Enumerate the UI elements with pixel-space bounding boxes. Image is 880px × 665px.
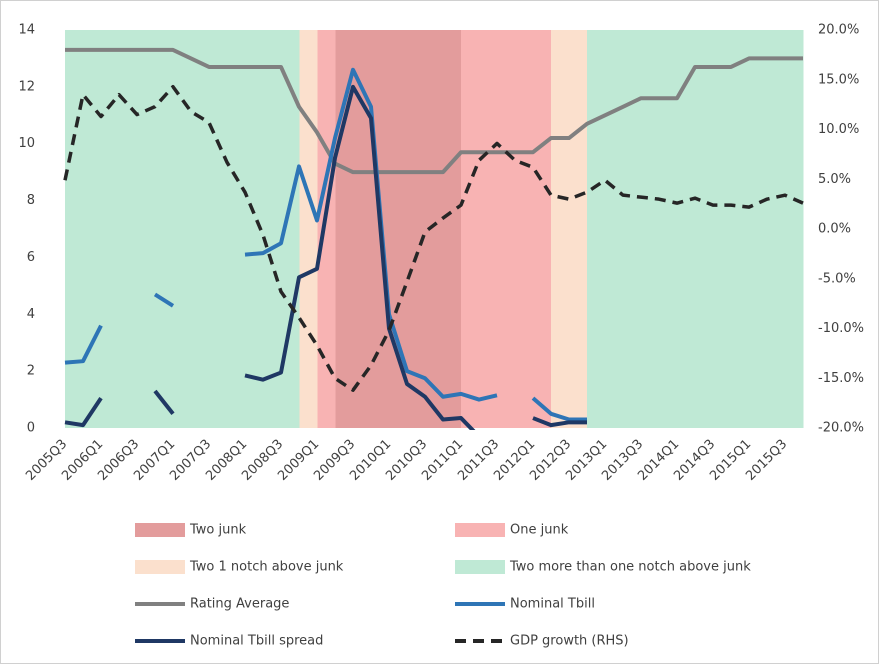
regime-band <box>119 30 138 428</box>
regime-band <box>515 30 534 428</box>
legend-label: GDP growth (RHS) <box>510 634 629 649</box>
regime-band <box>353 30 372 428</box>
y2-tick-label: 5.0% <box>818 172 851 187</box>
legend-label: One junk <box>510 523 569 538</box>
y2-tick-label: -10.0% <box>818 321 864 336</box>
regime-band <box>479 30 498 428</box>
regime-band <box>209 30 228 428</box>
y-tick-label: 4 <box>27 307 35 322</box>
legend-swatch <box>135 523 185 537</box>
series-line <box>64 67 587 422</box>
regime-band <box>677 30 696 428</box>
regime-band <box>65 30 84 428</box>
regime-band <box>263 30 282 428</box>
y-tick-label: 0 <box>27 421 35 436</box>
lines-layer <box>63 47 804 430</box>
y-tick-label: 6 <box>27 250 35 265</box>
legend-label: Nominal Tbill <box>510 597 595 612</box>
series-line <box>63 84 804 392</box>
regime-band <box>245 30 264 428</box>
y-tick-label: 12 <box>18 79 35 94</box>
regime-band <box>623 30 642 428</box>
regime-band <box>425 30 444 428</box>
regime-band <box>695 30 714 428</box>
regime-band <box>551 30 570 428</box>
regime-band <box>317 30 336 428</box>
plot-area <box>65 30 804 428</box>
regime-band <box>497 30 516 428</box>
regime-band <box>137 30 156 428</box>
regime-band <box>749 30 768 428</box>
regime-band <box>533 30 552 428</box>
regime-band <box>605 30 624 428</box>
y2-tick-label: 10.0% <box>818 122 859 137</box>
regime-band <box>443 30 462 428</box>
regime-band <box>227 30 246 428</box>
regime-band <box>461 30 480 428</box>
regime-band <box>767 30 786 428</box>
regime-band <box>407 30 426 428</box>
y2-tick-label: 0.0% <box>818 222 851 237</box>
regime-band <box>173 30 192 428</box>
y2-tick-label: -15.0% <box>818 371 864 386</box>
legend-label: Two more than one notch above junk <box>509 560 751 575</box>
regime-band <box>101 30 120 428</box>
regime-band <box>83 30 102 428</box>
y-tick-label: 2 <box>27 364 35 379</box>
y2-tick-label: -5.0% <box>818 271 856 286</box>
legend-label: Two junk <box>189 523 247 538</box>
regime-band <box>713 30 732 428</box>
regime-band <box>191 30 210 428</box>
series-line <box>65 47 803 175</box>
legend-swatch <box>135 560 185 574</box>
regime-band <box>299 30 318 428</box>
regime-band <box>281 30 300 428</box>
legend-label: Two 1 notch above junk <box>189 560 344 575</box>
regime-band <box>335 30 354 428</box>
regime-band <box>659 30 678 428</box>
y-tick-label: 14 <box>18 23 35 38</box>
regime-band <box>641 30 660 428</box>
y-tick-label: 10 <box>18 136 35 151</box>
regime-band <box>731 30 750 428</box>
y2-tick-label: 15.0% <box>818 72 859 87</box>
legend-label: Rating Average <box>190 597 289 612</box>
regime-band <box>785 30 804 428</box>
regime-band <box>569 30 588 428</box>
legend-label: Nominal Tbill spread <box>190 634 323 649</box>
legend-swatch <box>455 523 505 537</box>
legend-swatch <box>455 560 505 574</box>
regime-band <box>587 30 606 428</box>
regime-band <box>155 30 174 428</box>
series-line <box>64 84 587 430</box>
y-tick-label: 8 <box>27 193 35 208</box>
y2-tick-label: -20.0% <box>818 421 864 436</box>
y2-tick-label: 20.0% <box>818 23 859 38</box>
